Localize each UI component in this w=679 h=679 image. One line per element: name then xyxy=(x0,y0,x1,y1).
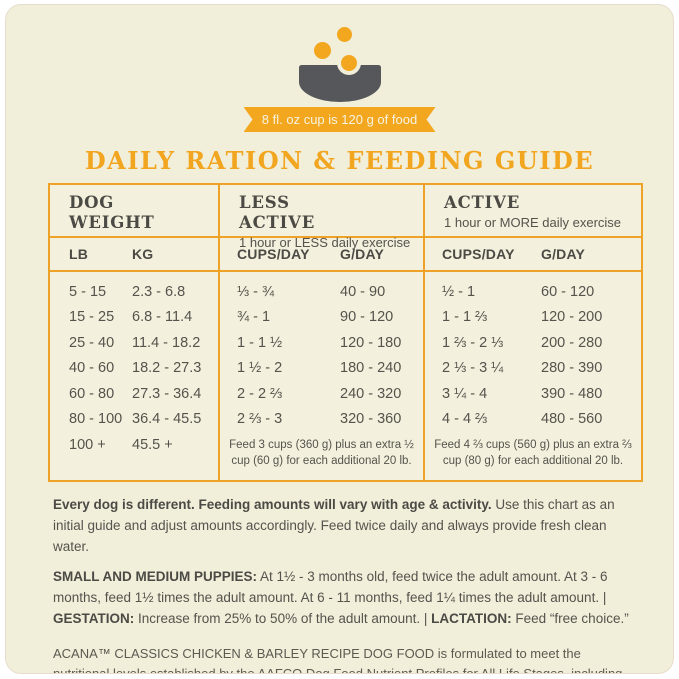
column-headers: LB KG xyxy=(50,238,218,272)
table-row: 2 ⅓ - 3 ¼ 280 - 390 xyxy=(442,360,603,377)
table-row: 1 - 1 ⅔ 120 - 200 xyxy=(442,309,603,326)
feeding-table: DOG WEIGHT LB KG 5 - 15 2.3 - 6.8 15 - 25… xyxy=(48,183,643,482)
section-title: LESS ACTIVE xyxy=(239,193,316,232)
kibble-dot-icon xyxy=(313,42,331,59)
col-header-g: G/DAY xyxy=(541,246,586,262)
note-aafco: ACANA™ CLASSICS CHICKEN & BARLEY RECIPE … xyxy=(53,645,623,674)
table-row: 1 ⅔ - 2 ⅓ 200 - 280 xyxy=(442,334,603,351)
section-subtitle: 1 hour or LESS daily exercise xyxy=(239,234,411,250)
section-body: ⅓ - ¾ 40 - 90 ¾ - 1 90 - 120 1 - 1 ½ 120 - … xyxy=(220,272,423,469)
section-body: 5 - 15 2.3 - 6.8 15 - 25 6.8 - 11.4 25 - 4… xyxy=(50,272,218,458)
col-header-cups: CUPS/DAY xyxy=(442,246,515,262)
feeding-guide-panel: 8 fl. oz cup is 120 g of food DAILY RATI… xyxy=(5,4,674,674)
table-row: 5 - 15 2.3 - 6.8 xyxy=(69,283,186,300)
table-row: ½ - 1 60 - 120 xyxy=(442,283,595,300)
section-header: LESS ACTIVE 1 hour or LESS daily exercis… xyxy=(220,185,423,250)
cup-measure-ribbon: 8 fl. oz cup is 120 g of food xyxy=(244,107,436,132)
column-headers: CUPS/DAY G/DAY xyxy=(425,238,641,272)
section-dog-weight: DOG WEIGHT LB KG 5 - 15 2.3 - 6.8 15 - 25… xyxy=(50,185,218,480)
column-headers: CUPS/DAY G/DAY xyxy=(220,238,423,272)
section-active: ACTIVE 1 hour or MORE daily exercise CUP… xyxy=(423,185,641,480)
col-header-kg: KG xyxy=(132,246,154,262)
table-row: 2 ⅔ - 3 320 - 360 xyxy=(237,411,402,428)
table-row: 4 - 4 ⅔ 480 - 560 xyxy=(442,411,603,428)
section-body: ½ - 1 60 - 120 1 - 1 ⅔ 120 - 200 1 ⅔ - 2 ⅓… xyxy=(425,272,641,469)
dog-food-bowl-icon xyxy=(288,27,392,103)
table-row: 25 - 40 11.4 - 18.2 xyxy=(69,334,201,351)
section-title: DOG WEIGHT xyxy=(69,193,155,232)
kibble-dot-icon xyxy=(336,27,352,42)
table-row: 3 ¼ - 4 390 - 480 xyxy=(442,385,603,402)
footnotes: Every dog is different. Feeding amounts … xyxy=(53,495,639,674)
table-row: 2 - 2 ⅔ 240 - 320 xyxy=(237,385,402,402)
table-row: 60 - 80 27.3 - 36.4 xyxy=(69,385,202,402)
note-lifestage: SMALL AND MEDIUM PUPPIES: At 1½ - 3 mont… xyxy=(53,568,629,626)
table-row: 40 - 60 18.2 - 27.3 xyxy=(69,360,202,377)
table-row: 80 - 100 36.4 - 45.5 xyxy=(69,411,202,428)
note-general: Every dog is different. Feeding amounts … xyxy=(53,497,615,554)
table-row: 1 ½ - 2 180 - 240 xyxy=(237,360,402,377)
col-header-cups: CUPS/DAY xyxy=(237,246,310,262)
table-row: 15 - 25 6.8 - 11.4 xyxy=(69,309,193,326)
col-header-g: G/DAY xyxy=(340,246,385,262)
section-subtitle: 1 hour or MORE daily exercise xyxy=(444,214,622,230)
section-less-active: LESS ACTIVE 1 hour or LESS daily exercis… xyxy=(218,185,423,480)
section-header: ACTIVE 1 hour or MORE daily exercise xyxy=(425,185,641,238)
extra-feeding-note: Feed 4 ⅔ cups (560 g) plus an extra ⅔ cu… xyxy=(434,439,632,468)
table-row: ⅓ - ¾ 40 - 90 xyxy=(237,283,386,300)
extra-feeding-note: Feed 3 cups (360 g) plus an extra ½ cup … xyxy=(229,439,414,468)
table-row: 1 - 1 ½ 120 - 180 xyxy=(237,334,402,351)
col-header-lb: LB xyxy=(69,246,89,262)
table-row: ¾ - 1 90 - 120 xyxy=(237,309,394,326)
section-header: DOG WEIGHT xyxy=(50,185,218,238)
kibble-dot-icon xyxy=(340,55,357,71)
bowl-shape xyxy=(298,65,381,102)
page-title: DAILY RATION & FEEDING GUIDE xyxy=(84,146,595,175)
section-title: ACTIVE xyxy=(444,193,521,212)
table-row: 100 +45.5 + xyxy=(69,436,173,453)
